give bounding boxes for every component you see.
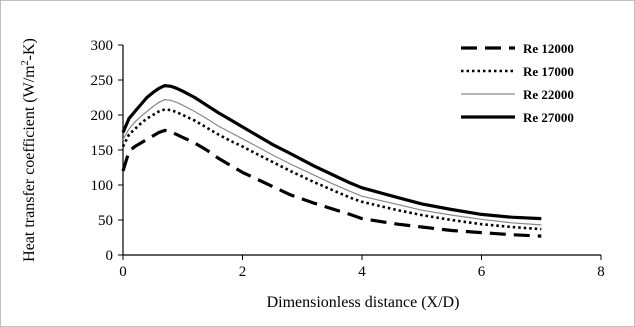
- y-axis-title-superscript: 2: [20, 60, 31, 65]
- legend: Re 12000 Re 17000 Re 22000 Re 27000: [461, 41, 574, 125]
- y-axis-title: Heat transfer coefficient (W/m2-K): [20, 38, 38, 262]
- x-ticks: 0 2 4 6 8: [119, 255, 605, 280]
- y-tick-label: 0: [106, 248, 114, 264]
- y-axis-title-main: Heat transfer coefficient (W/m: [21, 65, 38, 262]
- x-tick-label: 8: [597, 264, 605, 280]
- y-axis-title-end: -K): [21, 38, 38, 60]
- legend-label-4: Re 27000: [523, 110, 574, 125]
- y-tick-label: 200: [91, 108, 114, 124]
- legend-label-2: Re 17000: [523, 64, 574, 79]
- y-ticks: 0 50 100 150 200 250 300: [91, 38, 123, 264]
- x-tick-label: 4: [358, 264, 366, 280]
- legend-label-1: Re 12000: [523, 41, 574, 56]
- x-axis-title: Dimensionless distance (X/D): [267, 294, 460, 311]
- series-line-1: [121, 128, 542, 238]
- y-tick-label: 250: [91, 73, 114, 89]
- series-line-3: [122, 98, 542, 226]
- y-tick-label: 300: [91, 38, 114, 54]
- x-tick-label: 2: [239, 264, 247, 280]
- legend-label-3: Re 22000: [523, 87, 574, 102]
- series-line-4: [121, 83, 542, 221]
- y-tick-label: 100: [91, 178, 114, 194]
- x-tick-label: 6: [478, 264, 486, 280]
- series-layer: [121, 83, 542, 238]
- x-tick-label: 0: [119, 264, 127, 280]
- y-tick-label: 150: [91, 143, 114, 159]
- y-tick-label: 50: [98, 213, 113, 229]
- series-line-2: [121, 108, 542, 231]
